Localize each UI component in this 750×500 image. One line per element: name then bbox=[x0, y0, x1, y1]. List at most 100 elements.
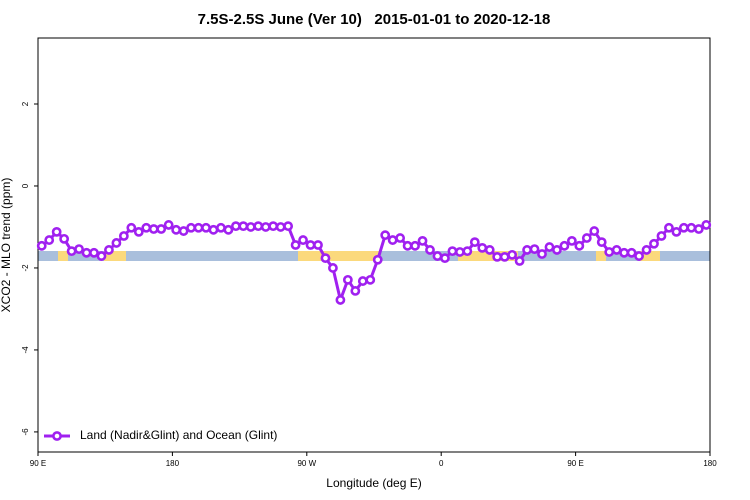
data-point bbox=[499, 251, 510, 262]
data-point bbox=[634, 251, 644, 261]
data-point bbox=[118, 231, 129, 241]
y-tick-label: -6 bbox=[21, 428, 30, 436]
data-point bbox=[238, 221, 249, 232]
data-point bbox=[454, 247, 465, 257]
data-point bbox=[148, 224, 159, 234]
data-point bbox=[51, 226, 62, 237]
data-point bbox=[59, 233, 70, 244]
data-point bbox=[462, 246, 473, 257]
data-point bbox=[552, 245, 562, 255]
data-point bbox=[253, 221, 264, 232]
data-point bbox=[671, 226, 682, 237]
x-axis-label: Longitude (deg E) bbox=[326, 476, 421, 490]
plot-frame bbox=[37, 37, 711, 453]
data-point bbox=[514, 256, 525, 266]
x-tick-label: 180 bbox=[703, 459, 717, 468]
y-axis-label: XCO2 - MLO trend (ppm) bbox=[0, 178, 13, 313]
data-point bbox=[268, 221, 279, 232]
data-point bbox=[335, 295, 346, 305]
legend-label: Land (Nadir&Glint) and Ocean (Glint) bbox=[80, 428, 277, 442]
data-point bbox=[216, 222, 226, 233]
data-point bbox=[619, 247, 630, 258]
data-point bbox=[395, 233, 406, 243]
data-point bbox=[507, 249, 518, 260]
data-point bbox=[574, 240, 585, 251]
data-point bbox=[305, 240, 316, 250]
data-point bbox=[141, 222, 152, 233]
data-point bbox=[469, 237, 480, 248]
data-point bbox=[372, 254, 383, 265]
data-point bbox=[320, 253, 331, 264]
data-point bbox=[104, 245, 114, 255]
data-point bbox=[298, 235, 308, 245]
data-point bbox=[223, 224, 234, 235]
data-point bbox=[522, 245, 532, 255]
data-point bbox=[163, 220, 174, 230]
data-point bbox=[693, 224, 704, 234]
data-point bbox=[342, 274, 353, 285]
y-tick-label: 2 bbox=[21, 101, 30, 106]
data-point bbox=[387, 235, 398, 245]
data-point bbox=[350, 286, 361, 296]
data-point bbox=[544, 242, 555, 252]
data-point bbox=[230, 221, 241, 232]
data-point bbox=[66, 246, 77, 257]
data-point bbox=[537, 249, 547, 259]
data-point bbox=[596, 237, 607, 248]
data-point bbox=[290, 240, 301, 250]
data-point bbox=[656, 231, 667, 241]
data-point bbox=[701, 220, 712, 230]
data-point bbox=[581, 233, 592, 243]
data-point bbox=[425, 245, 435, 255]
x-tick-label: 90 W bbox=[297, 459, 316, 468]
data-point bbox=[417, 236, 428, 246]
data-point bbox=[245, 222, 256, 232]
data-point bbox=[89, 247, 99, 258]
data-point bbox=[133, 226, 144, 237]
data-point bbox=[559, 240, 570, 251]
land-strip bbox=[58, 251, 660, 261]
x-tick-label: 90 E bbox=[30, 459, 46, 468]
data-point bbox=[201, 222, 211, 233]
data-point bbox=[365, 274, 376, 285]
data-point bbox=[410, 240, 420, 251]
data-point bbox=[178, 226, 189, 236]
data-point bbox=[171, 224, 182, 235]
data-point bbox=[484, 245, 495, 255]
data-point bbox=[678, 222, 689, 233]
chart-title: 7.5S-2.5S June (Ver 10) 2015-01-01 to 20… bbox=[198, 11, 551, 28]
data-point bbox=[604, 247, 615, 257]
data-point bbox=[589, 226, 600, 236]
data-point bbox=[81, 247, 92, 258]
data-point bbox=[566, 236, 577, 246]
y-tick-label: -2 bbox=[21, 264, 30, 272]
data-point bbox=[492, 251, 503, 262]
x-tick-label: 0 bbox=[439, 459, 444, 468]
data-point bbox=[156, 224, 167, 234]
data-point bbox=[275, 222, 286, 232]
data-point bbox=[447, 246, 458, 257]
data-point bbox=[357, 276, 368, 286]
data-point bbox=[283, 221, 294, 232]
data-point bbox=[126, 222, 137, 233]
data-point bbox=[44, 235, 55, 245]
data-point bbox=[328, 263, 338, 273]
x-tick-label: 90 E bbox=[567, 459, 583, 468]
data-point bbox=[641, 245, 652, 255]
y-tick-label: 0 bbox=[21, 183, 30, 188]
data-point bbox=[36, 240, 47, 251]
data-point bbox=[649, 238, 659, 249]
data-point bbox=[380, 230, 391, 241]
data-point bbox=[611, 245, 622, 255]
data-point bbox=[432, 251, 443, 261]
data-point bbox=[402, 240, 413, 251]
data-point bbox=[440, 253, 450, 264]
data-point bbox=[664, 222, 674, 233]
data-point bbox=[477, 242, 488, 253]
data-point bbox=[74, 244, 84, 254]
data-point bbox=[626, 247, 637, 258]
data-point bbox=[529, 244, 540, 254]
data-point bbox=[186, 222, 196, 233]
y-tick-label: -4 bbox=[21, 346, 30, 354]
